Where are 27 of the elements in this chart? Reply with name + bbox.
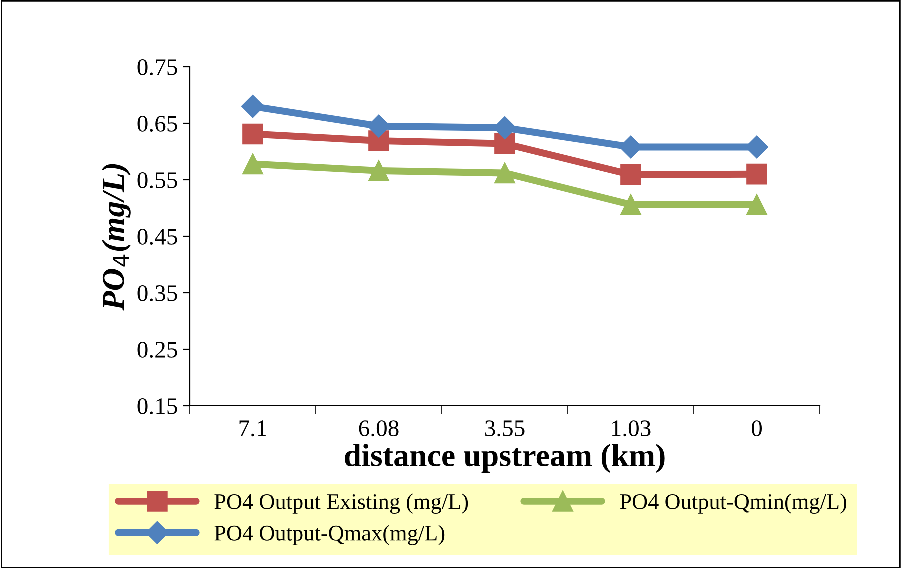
x-tick-label: 3.55	[485, 420, 525, 437]
point	[494, 133, 516, 154]
y-tick-label: 0.25	[138, 342, 178, 358]
x-tick-label: 1.03	[612, 420, 651, 437]
legend-label: PO4 Output-Qmax(mg/L)	[214, 525, 445, 546]
x-axis-title: distance upstream (km)	[345, 444, 665, 474]
y-tick-label: 0.35	[138, 285, 178, 302]
x-tick-label: 7.1	[240, 420, 266, 437]
y-axis-title: PO$_{4}$(mg/L)	[102, 164, 131, 311]
y-tick-label: 0.15	[138, 398, 178, 415]
point	[746, 164, 768, 185]
legend-label: PO4 Output-Qmin(mg/L)	[620, 494, 846, 514]
y-tick-label: 0.75	[138, 59, 178, 76]
y-tick-label: 0.45	[138, 228, 178, 246]
x-tick-label: 0	[752, 420, 762, 437]
point	[242, 124, 264, 145]
x-tick-label: 6.08	[359, 420, 399, 437]
y-tick-label: 0.65	[138, 116, 178, 132]
point	[620, 194, 642, 216]
point	[242, 154, 264, 175]
point	[242, 95, 264, 118]
point	[368, 160, 390, 182]
point	[746, 194, 768, 216]
point	[494, 162, 516, 184]
legend-label: PO4 Output Existing (mg/L)	[214, 494, 468, 514]
y-tick-label: 0.55	[138, 172, 178, 189]
point	[620, 164, 642, 186]
